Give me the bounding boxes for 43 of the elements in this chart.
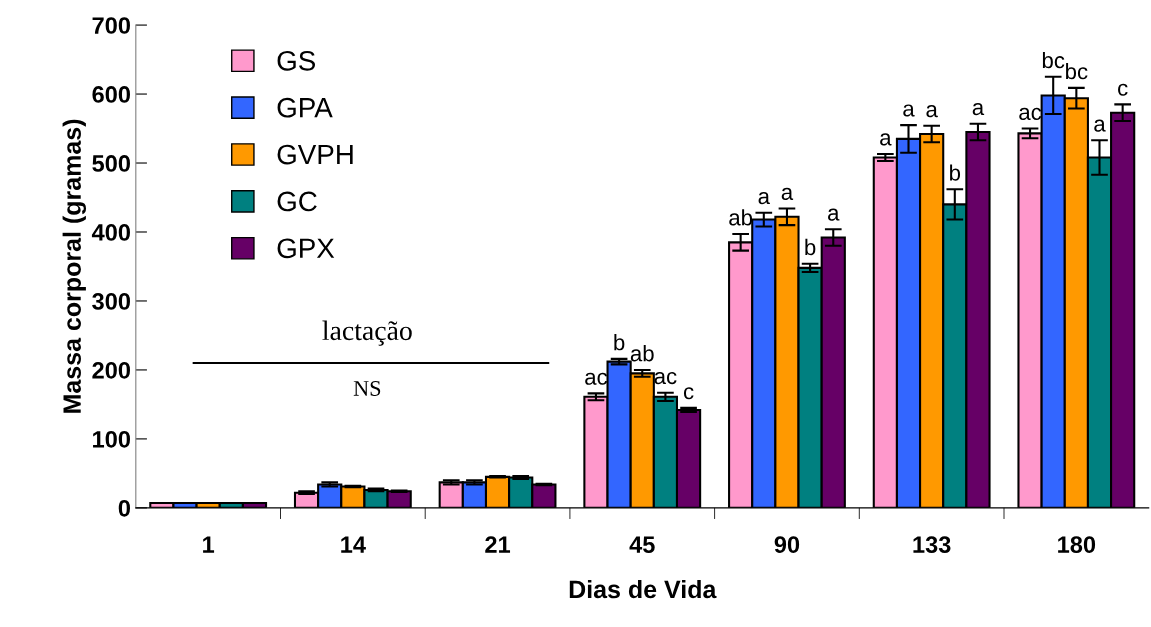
x-tick-label: 21 xyxy=(485,536,511,553)
x-tick-label: 1 xyxy=(203,536,215,553)
x-tick-label: 133 xyxy=(913,536,951,554)
legend-label: GC xyxy=(277,191,317,212)
data-label: a xyxy=(828,208,840,221)
annotation: lactação xyxy=(322,320,412,346)
data-label: c xyxy=(683,387,694,400)
data-label: bc xyxy=(1066,62,1088,80)
data-label: c xyxy=(1118,83,1128,96)
data-label: b xyxy=(614,334,625,351)
x-tick-label: 180 xyxy=(1058,536,1096,553)
data-label: ab xyxy=(630,345,654,362)
data-label: a xyxy=(903,104,915,117)
data-label: ac xyxy=(585,372,608,385)
data-label: a xyxy=(781,187,794,201)
y-tick-label: 100 xyxy=(93,430,130,448)
y-axis-title: Massa corporal (gramas) xyxy=(62,119,87,413)
data-label: a xyxy=(926,105,938,118)
y-tick-label: 700 xyxy=(92,17,130,34)
data-label: b xyxy=(805,238,816,256)
y-tick-label: 400 xyxy=(91,224,130,241)
data-label: a xyxy=(880,133,892,146)
y-tick-label: 0 xyxy=(118,499,130,517)
data-label: ac xyxy=(1019,107,1042,120)
y-tick-label: 600 xyxy=(92,86,130,103)
y-tick-label: 300 xyxy=(92,293,130,310)
legend-label: GS xyxy=(277,50,316,71)
legend-label: GVPH xyxy=(277,144,353,165)
data-label: ab xyxy=(729,209,753,226)
data-label: bc xyxy=(1042,51,1065,69)
annotation: NS xyxy=(353,380,381,396)
data-label: a xyxy=(972,103,985,116)
data-label: b xyxy=(950,164,961,181)
data-label: a xyxy=(1094,119,1106,132)
x-tick-label: 14 xyxy=(341,536,366,553)
data-label: a xyxy=(758,191,770,205)
legend-label: GPX xyxy=(277,238,335,259)
y-tick-label: 200 xyxy=(92,362,130,379)
y-tick-label: 500 xyxy=(92,155,130,172)
x-tick-label: 45 xyxy=(629,536,655,553)
x-axis-title: Dias de Vida xyxy=(569,579,717,599)
x-tick-label: 90 xyxy=(774,536,800,553)
legend-label: GPA xyxy=(277,97,333,118)
